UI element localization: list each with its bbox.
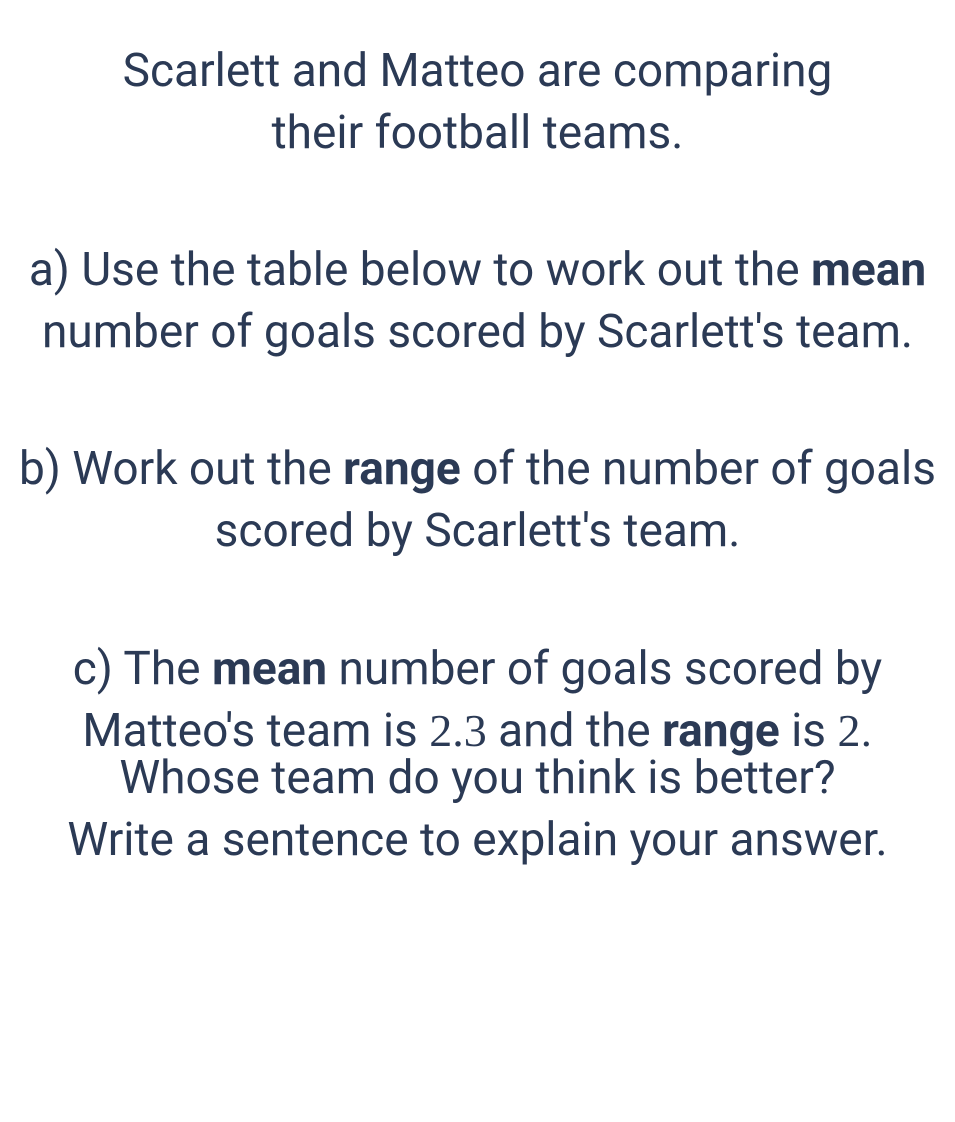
intro-text-line2: their football teams. <box>272 106 684 160</box>
part-a-seg1: Use the table below to work out the <box>70 243 811 297</box>
part-c-num2: 2 <box>837 705 860 756</box>
part-c-seg1: The <box>113 642 212 696</box>
intro-paragraph: Scarlett and Matteo are comparing their … <box>5 40 950 164</box>
part-c-question1: Whose team do you think is better? <box>119 751 835 805</box>
intro-text-line1: Scarlett and Matteo are comparing <box>123 44 833 98</box>
part-a-bold-mean: mean <box>811 243 926 297</box>
part-c-question2: Write a sentence to explain your answer. <box>67 813 887 867</box>
part-c-question-block: Whose team do you think is better? Write… <box>5 747 950 871</box>
part-c-paragraph: c) The mean number of goals scored by Ma… <box>5 638 950 871</box>
part-b-paragraph: b) Work out the range of the number of g… <box>5 438 950 562</box>
part-b-label: b) <box>19 442 61 496</box>
part-b-bold-range: range <box>343 442 461 496</box>
part-a-label: a) <box>29 243 70 297</box>
part-a-seg2: number of goals scored by Scarlett's tea… <box>42 305 913 359</box>
part-c-bold-mean: mean <box>212 642 327 696</box>
part-c-label: c) <box>73 642 113 696</box>
part-c-seg5: . <box>860 704 872 758</box>
part-b-seg1: Work out the <box>61 442 343 496</box>
part-a-paragraph: a) Use the table below to work out the m… <box>5 239 950 363</box>
